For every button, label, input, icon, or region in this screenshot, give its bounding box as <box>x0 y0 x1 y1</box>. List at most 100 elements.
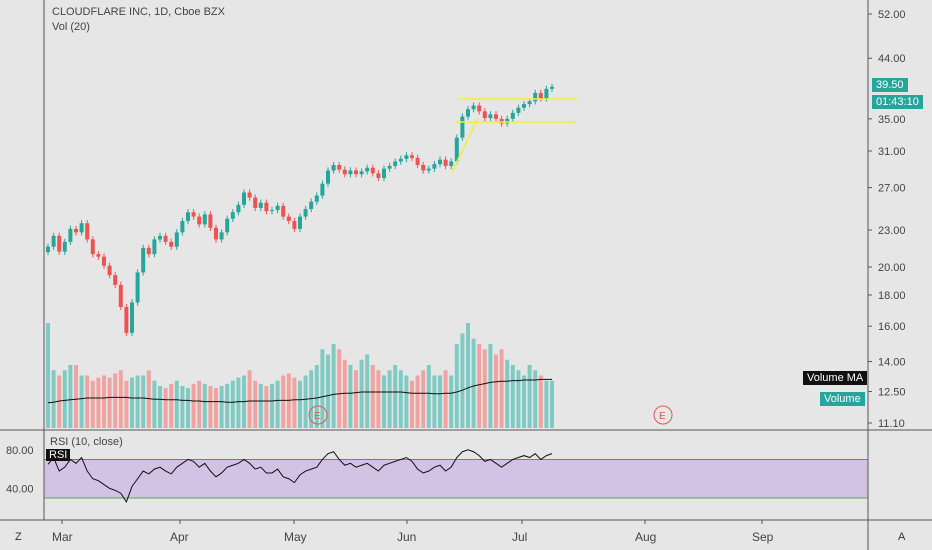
candle-body <box>230 212 235 219</box>
candle-body <box>208 214 213 228</box>
volume-bar <box>46 323 50 428</box>
volume-bar <box>309 370 314 428</box>
candle-body <box>309 201 314 210</box>
candle-body <box>130 302 134 333</box>
candle-body <box>522 104 526 108</box>
price-tick-label: 31.00 <box>878 146 906 158</box>
rsi-tick-label: 40.00 <box>6 483 34 495</box>
time-tick-label: May <box>284 530 307 544</box>
volume-bar <box>174 380 179 428</box>
volume-bar <box>370 365 375 428</box>
time-tick-label: Apr <box>170 530 189 544</box>
symbol-title: CLOUDFLARE INC, 1D, Cboe BZX <box>52 6 225 18</box>
candle-body <box>225 218 230 233</box>
candles <box>46 83 554 337</box>
candle-body <box>96 254 101 257</box>
rsi-band <box>44 459 868 499</box>
time-tick-label: Mar <box>52 530 73 544</box>
volume-ma-line <box>47 378 552 404</box>
volume-bar <box>146 370 151 428</box>
volume-bar <box>253 380 258 428</box>
volume-bar <box>354 370 358 428</box>
price-tick-label: 23.00 <box>878 225 906 237</box>
volume-bar <box>230 380 235 428</box>
volume-bar <box>426 365 431 428</box>
timezone-toggle[interactable]: Z <box>15 531 22 543</box>
volume-bar <box>191 383 196 428</box>
volume-bar <box>415 375 420 428</box>
candle-body <box>404 155 409 159</box>
volume-bar <box>342 359 347 428</box>
volume-bar <box>180 386 185 428</box>
candle-body <box>286 216 291 221</box>
volume-bar <box>79 375 84 428</box>
countdown-badge: 01:43:10 <box>872 95 923 109</box>
candle-body <box>303 209 308 217</box>
candle-body <box>499 118 504 124</box>
candle-body <box>51 235 56 247</box>
volume-bar <box>348 365 353 428</box>
breakout-line <box>451 117 479 173</box>
volume-bar <box>331 344 336 428</box>
volume-bar <box>130 377 134 428</box>
candle-body <box>533 92 538 102</box>
candle-body <box>152 239 157 255</box>
volume-bar <box>113 373 118 428</box>
volume-bar <box>510 365 515 428</box>
candle-body <box>365 167 370 172</box>
candle-body <box>510 112 515 119</box>
volume-bar <box>398 370 403 428</box>
candle-body <box>443 159 448 166</box>
candle-body <box>74 228 78 233</box>
volume-bar <box>141 375 146 428</box>
candle-body <box>62 241 67 252</box>
volume-bar <box>314 365 319 428</box>
candle-body <box>342 169 347 175</box>
volume-bar <box>538 375 543 428</box>
volume-bar <box>107 377 112 428</box>
candle-body <box>516 107 521 113</box>
candle-body <box>550 86 554 89</box>
auto-scale-toggle[interactable]: A <box>898 531 906 543</box>
volume-bar <box>186 388 190 428</box>
price-tick-label: 16.00 <box>878 321 906 333</box>
volume-bar <box>522 375 526 428</box>
time-tick-label: Jun <box>397 530 416 544</box>
volume-bar <box>197 380 202 428</box>
volume-bar <box>393 365 398 428</box>
volume-bar <box>264 386 269 428</box>
volume-bar <box>359 359 364 428</box>
candle-body <box>432 164 437 169</box>
earnings-marker <box>308 405 328 425</box>
volume-bar <box>275 380 280 428</box>
volume-bar <box>438 375 442 428</box>
candle-body <box>398 158 403 162</box>
volume-bar <box>533 370 538 428</box>
volume-bar <box>118 370 123 428</box>
candle-body <box>79 223 84 233</box>
candle-body <box>174 232 179 247</box>
candle-body <box>163 235 168 242</box>
rsi-tick-label: 80.00 <box>6 445 34 457</box>
candle-body <box>298 216 302 229</box>
volume-bar <box>382 375 386 428</box>
candle-body <box>90 239 95 255</box>
volume-bar <box>90 380 95 428</box>
candle-body <box>314 195 319 202</box>
volume-bar <box>499 349 504 428</box>
candle-body <box>102 256 106 266</box>
candle-body <box>477 105 482 112</box>
candle-body <box>191 212 196 217</box>
candle-body <box>370 167 375 174</box>
volume-bar <box>387 370 392 428</box>
candle-body <box>326 170 330 184</box>
volume-bar <box>225 383 230 428</box>
volume-bar <box>337 349 342 428</box>
volume-bar <box>365 354 370 428</box>
volume-bar <box>247 370 252 428</box>
candle-body <box>68 228 73 242</box>
candle-body <box>505 118 510 124</box>
candle-body <box>488 114 493 119</box>
candle-body <box>376 173 381 178</box>
